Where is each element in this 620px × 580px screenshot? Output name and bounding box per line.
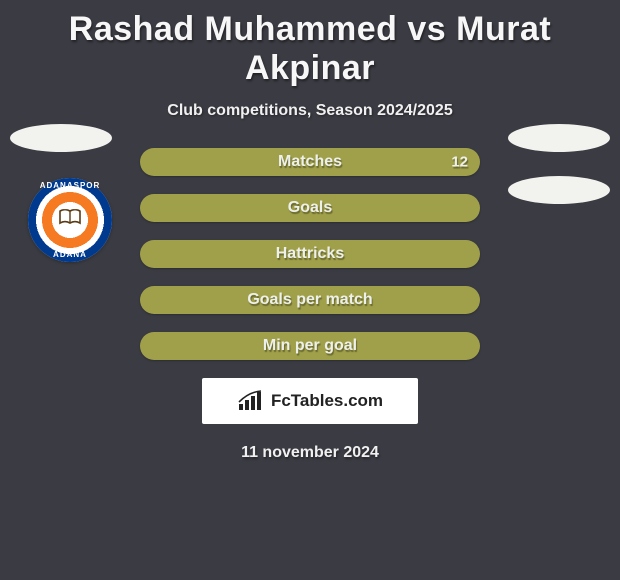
bar-chart-icon (237, 390, 265, 412)
club-badge: ADANASPOR ADANA (28, 178, 112, 262)
badge-text-top: ADANASPOR (28, 181, 112, 190)
stat-bar-mpg: Min per goal (140, 332, 480, 360)
stat-bar-gpm: Goals per match (140, 286, 480, 314)
stat-label: Matches (140, 153, 480, 171)
stat-value: 12 (451, 154, 468, 171)
page-title: Rashad Muhammed vs Murat Akpinar (0, 0, 620, 88)
book-icon (59, 209, 81, 230)
stat-label: Goals (140, 199, 480, 217)
subtitle: Club competitions, Season 2024/2025 (0, 102, 620, 120)
stat-label: Min per goal (140, 337, 480, 355)
badge-text-bottom: ADANA (28, 250, 112, 259)
stat-bar-goals: Goals (140, 194, 480, 222)
stat-label: Goals per match (140, 291, 480, 309)
decor-ellipse-left (10, 124, 112, 152)
branding-text: FcTables.com (271, 391, 383, 411)
club-badge-ring: ADANASPOR ADANA (28, 178, 112, 262)
branding: FcTables.com (202, 378, 418, 424)
stat-bar-matches: Matches 12 (140, 148, 480, 176)
decor-ellipse-right (508, 124, 610, 152)
decor-ellipse-right2 (508, 176, 610, 204)
date: 11 november 2024 (0, 444, 620, 462)
stat-label: Hattricks (140, 245, 480, 263)
stat-bars: Matches 12 Goals Hattricks Goals per mat… (140, 148, 480, 360)
stat-bar-hattricks: Hattricks (140, 240, 480, 268)
